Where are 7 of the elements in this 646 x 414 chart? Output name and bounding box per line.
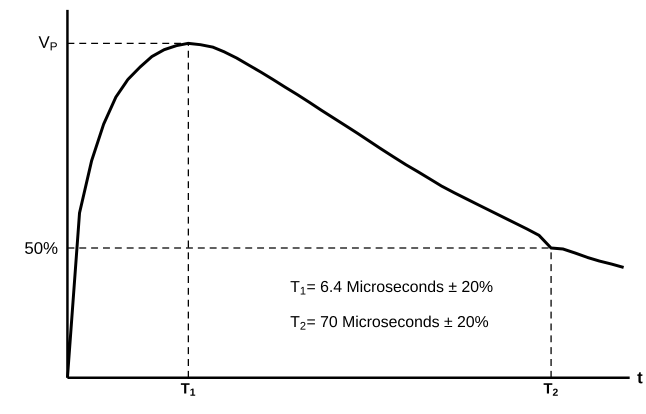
text: 50%: [25, 242, 58, 254]
x-tick-label: T$_{2}$: [544, 383, 558, 396]
x-axis-title: t: [637, 372, 643, 384]
x-tick-label: T$_{1}$: [180, 383, 196, 396]
annotation: T$_{1}$= 6.4 Microseconds ± 20%: [290, 280, 493, 294]
text: V$_{P}$: [38, 36, 57, 50]
annotation: T$_{2}$= 70 Microseconds ± 20%: [290, 315, 488, 330]
